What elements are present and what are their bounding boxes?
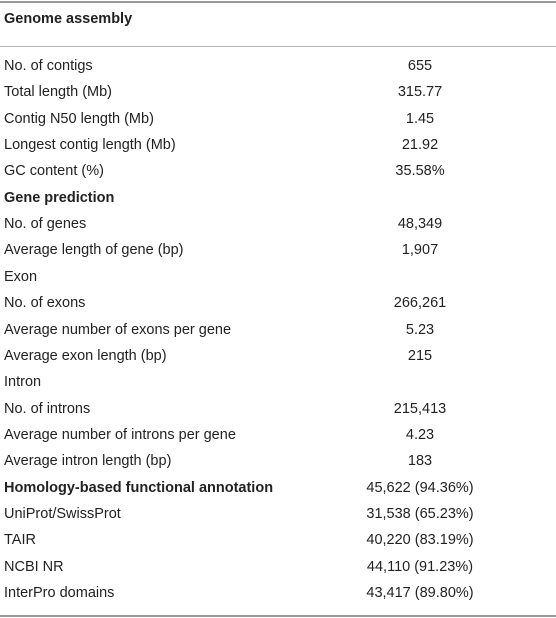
row-label: Gene prediction: [4, 189, 115, 206]
row-label: Intron: [4, 374, 42, 391]
row-label: No. of exons: [4, 295, 86, 312]
row-label: No. of genes: [4, 216, 87, 233]
row-value: 655: [407, 58, 433, 74]
table-row: Exon: [0, 269, 556, 295]
row-label: Contig N50 length (Mb): [4, 110, 154, 127]
table-top-rule: [0, 1, 556, 3]
row-value: 1.45: [405, 110, 435, 127]
row-value: 1,907: [401, 242, 439, 259]
row-value: 43,417 (89.80%): [366, 585, 474, 601]
row-label: GC content (%): [4, 163, 104, 180]
table-row: Total length (Mb) 315.77: [0, 84, 556, 110]
table-row: Average number of introns per gene 4.23: [0, 427, 556, 453]
row-label: Average exon length (bp): [4, 347, 167, 364]
row-label: Homology-based functional annotation: [4, 479, 274, 496]
row-value: 215: [407, 347, 433, 364]
table-row: No. of contigs 655: [0, 58, 556, 84]
row-label: NCBI NR: [4, 558, 64, 575]
row-value: 315.77: [397, 84, 443, 101]
header-divider: [0, 46, 556, 47]
table-row: Gene prediction: [0, 190, 556, 216]
row-value: 35.58%: [395, 163, 445, 180]
table-row: Average exon length (bp) 215: [0, 348, 556, 374]
row-value: 40,220 (83.19%): [366, 532, 474, 549]
table-row: Average intron length (bp) 183: [0, 453, 556, 479]
row-label: UniProt/SwissProt: [4, 505, 121, 522]
row-value: 21.92: [401, 137, 439, 154]
row-label: Total length (Mb): [4, 84, 112, 101]
table-row: InterPro domains 43,417 (89.80%): [0, 585, 556, 611]
row-value: 45,622 (94.36%): [366, 479, 474, 496]
row-value: 266,261: [393, 295, 447, 312]
row-label: Average number of exons per gene: [4, 321, 232, 338]
table-row: UniProt/SwissProt 31,538 (65.23%): [0, 506, 556, 532]
row-value: 44,110 (91.23%): [366, 558, 474, 575]
table-row: Longest contig length (Mb) 21.92: [0, 137, 556, 163]
table-row: Homology-based functional annotation 45,6…: [0, 480, 556, 506]
row-value: 183: [407, 453, 433, 470]
row-label: TAIR: [4, 532, 36, 549]
table-row: TAIR 40,220 (83.19%): [0, 532, 556, 558]
row-label: InterPro domains: [4, 585, 115, 601]
row-label: No. of contigs: [4, 58, 93, 74]
table-row: Intron: [0, 374, 556, 400]
table-row: No. of genes 48,349: [0, 216, 556, 242]
table-header: Genome assembly: [4, 11, 133, 27]
table-row: No. of exons 266,261: [0, 295, 556, 321]
row-value: 48,349: [397, 216, 443, 233]
table-row: No. of introns 215,413: [0, 401, 556, 427]
table-row: Average length of gene (bp) 1,907: [0, 242, 556, 268]
table-row: NCBI NR 44,110 (91.23%): [0, 559, 556, 585]
table-row: Contig N50 length (Mb) 1.45: [0, 111, 556, 137]
row-label: No. of introns: [4, 400, 91, 417]
table-bottom-rule: [0, 615, 556, 617]
row-value: 4.23: [405, 426, 435, 443]
row-label: Average length of gene (bp): [4, 242, 184, 259]
row-value: 31,538 (65.23%): [366, 505, 474, 522]
row-value: 215,413: [393, 400, 447, 417]
table-row: Average number of exons per gene 5.23: [0, 322, 556, 348]
row-label: Exon: [4, 268, 38, 285]
row-label: Average number of introns per gene: [4, 426, 236, 443]
table-row: GC content (%) 35.58%: [0, 163, 556, 189]
row-value: 5.23: [405, 321, 435, 338]
row-label: Longest contig length (Mb): [4, 137, 176, 154]
row-label: Average intron length (bp): [4, 453, 172, 470]
